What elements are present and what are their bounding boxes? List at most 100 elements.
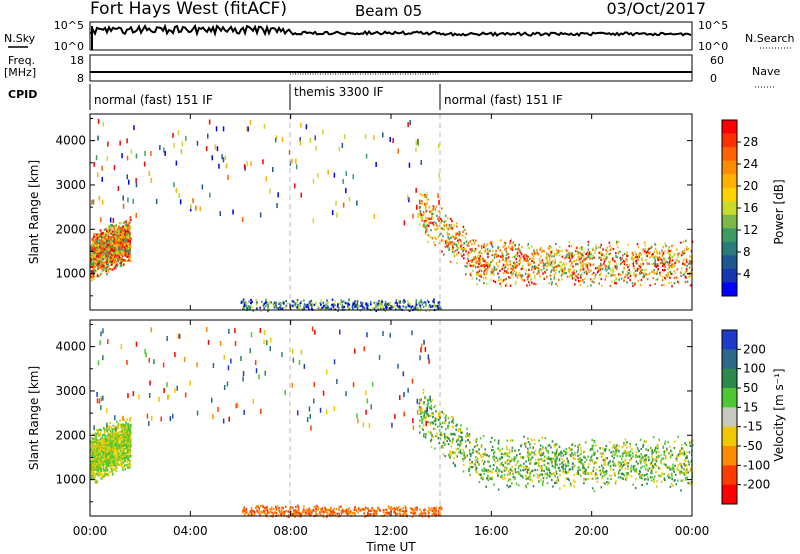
- range-gate-cell: [519, 251, 522, 254]
- range-gate-cell: [118, 431, 121, 434]
- range-gate-cell: [688, 259, 691, 262]
- range-gate-cell: [116, 254, 119, 257]
- range-gate-cell: [101, 444, 104, 447]
- range-gate-cell: [291, 299, 294, 303]
- range-gate-cell: [100, 465, 102, 468]
- y-tick-label: 4000: [55, 134, 86, 148]
- range-gate-cell: [582, 266, 584, 269]
- range-gate-cell: [433, 298, 435, 301]
- range-gate-cell: [250, 298, 252, 301]
- range-gate-cell: [663, 263, 665, 266]
- range-gate-cell: [634, 251, 636, 254]
- range-gate-cell: [491, 244, 493, 247]
- scatter-band-early-echo: [90, 416, 132, 485]
- range-gate-cell: [97, 274, 100, 278]
- range-gate-cell: [477, 244, 480, 247]
- range-gate-cell: [520, 276, 523, 279]
- range-gate-cell: [681, 250, 684, 253]
- range-gate-cell: [113, 255, 115, 258]
- range-gate-cell: [99, 273, 102, 276]
- nsearch-label: N.Search: [745, 32, 795, 45]
- freq-panel: Freq. [MHz] 18 8 60 0 Nave: [4, 54, 780, 88]
- range-gate-cell: [421, 225, 424, 228]
- range-gate-cell: [98, 432, 101, 435]
- range-gate-cell: [125, 422, 128, 425]
- range-gate-cell: [525, 259, 528, 262]
- range-gate-cell: [112, 432, 114, 436]
- noise-cell: [336, 212, 338, 218]
- range-gate-cell: [105, 428, 107, 431]
- range-gate-cell: [122, 439, 125, 443]
- range-gate-cell: [492, 258, 494, 262]
- range-gate-cell: [680, 254, 683, 257]
- range-gate-cell: [305, 306, 308, 309]
- range-gate-cell: [502, 256, 505, 259]
- range-gate-cell: [102, 258, 105, 261]
- range-gate-cell: [124, 228, 126, 231]
- range-gate-cell: [448, 246, 450, 249]
- noise-cell: [243, 164, 246, 170]
- range-gate-cell: [546, 260, 548, 263]
- range-gate-cell: [117, 258, 119, 262]
- range-gate-cell: [684, 280, 687, 284]
- range-gate-cell: [106, 450, 109, 453]
- range-gate-cell: [98, 454, 101, 458]
- range-gate-cell: [641, 268, 643, 271]
- range-gate-cell: [118, 232, 120, 235]
- range-gate-cell: [515, 280, 517, 284]
- range-gate-cell: [275, 306, 278, 309]
- range-gate-cell: [90, 256, 92, 259]
- range-gate-cell: [128, 254, 130, 257]
- range-gate-cell: [634, 275, 637, 278]
- range-gate-cell: [103, 449, 106, 452]
- range-gate-cell: [435, 304, 437, 307]
- range-gate-cell: [339, 302, 342, 306]
- noise-cell: [135, 182, 138, 188]
- range-gate-cell: [118, 246, 120, 249]
- range-gate-cell: [633, 272, 635, 275]
- range-gate-cell: [612, 267, 615, 270]
- range-gate-cell: [128, 455, 131, 458]
- range-gate-cell: [116, 447, 118, 450]
- noise-cell: [356, 200, 358, 206]
- range-gate-cell: [114, 465, 117, 468]
- range-gate-cell: [622, 460, 624, 464]
- range-gate-cell: [128, 450, 131, 453]
- range-gate-cell: [653, 268, 655, 272]
- range-gate-cell: [600, 263, 603, 267]
- range-gate-cell: [273, 306, 276, 309]
- range-gate-cell: [486, 261, 488, 265]
- range-gate-cell: [459, 238, 462, 242]
- range-gate-cell: [426, 227, 428, 230]
- range-gate-cell: [571, 253, 573, 256]
- range-gate-cell: [657, 259, 660, 262]
- noise-cell: [437, 193, 439, 199]
- range-gate-cell: [538, 465, 540, 468]
- range-gate-cell: [418, 199, 421, 202]
- range-gate-cell: [129, 445, 132, 448]
- range-gate-cell: [127, 236, 130, 239]
- range-gate-cell: [96, 445, 99, 448]
- range-gate-cell: [684, 275, 687, 278]
- range-gate-cell: [596, 271, 599, 274]
- range-gate-cell: [91, 473, 93, 476]
- range-gate-cell: [102, 470, 104, 473]
- range-gate-cell: [100, 473, 103, 476]
- range-gate-cell: [557, 249, 560, 252]
- range-gate-cell: [497, 272, 499, 275]
- noise-cell: [221, 154, 223, 160]
- range-gate-cell: [608, 267, 611, 270]
- range-gate-cell: [378, 300, 380, 303]
- range-gate-cell: [124, 435, 126, 439]
- noise-cell: [300, 122, 302, 128]
- range-gate-cell: [585, 258, 587, 261]
- range-gate-cell: [594, 276, 596, 279]
- range-gate-cell: [107, 431, 110, 434]
- range-gate-cell: [526, 257, 528, 260]
- range-gate-cell: [651, 263, 653, 266]
- range-gate-cell: [94, 263, 96, 266]
- range-gate-cell: [129, 240, 131, 243]
- range-gate-cell: [93, 439, 96, 442]
- range-gate-cell: [457, 239, 459, 242]
- range-gate-cell: [115, 451, 118, 454]
